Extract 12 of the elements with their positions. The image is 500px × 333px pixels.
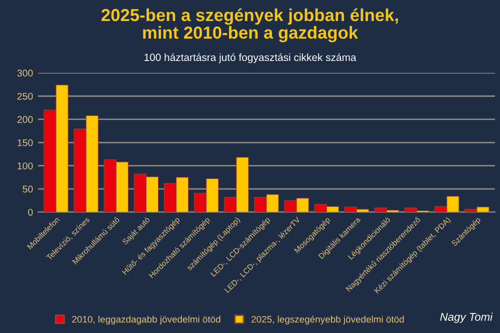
text: Nagy Tomi [440,312,493,324]
y-tick-label: 300 [17,70,33,77]
y-tick-label: 200 [17,116,33,123]
y-tick-label: 250 [17,92,33,100]
chart-title: 2025-ben a szegények jobban élnek, mint 2010-ben a gazdagok [102,8,398,42]
y-tick-label: 100 [18,162,33,170]
legend-label: 2010, leggazdagabb jövedelmi ötöd [72,316,220,324]
y-tick-label: 0 [28,208,33,216]
y-tick-label: 50 [22,186,33,193]
legend-label: 2025, legszegényebb jövedelmi ötöd [252,316,404,324]
chart-subtitle: 100 háztartásra jutó fogyasztási cikkek száma [144,53,356,64]
y-tick-label: 150 [18,139,33,146]
